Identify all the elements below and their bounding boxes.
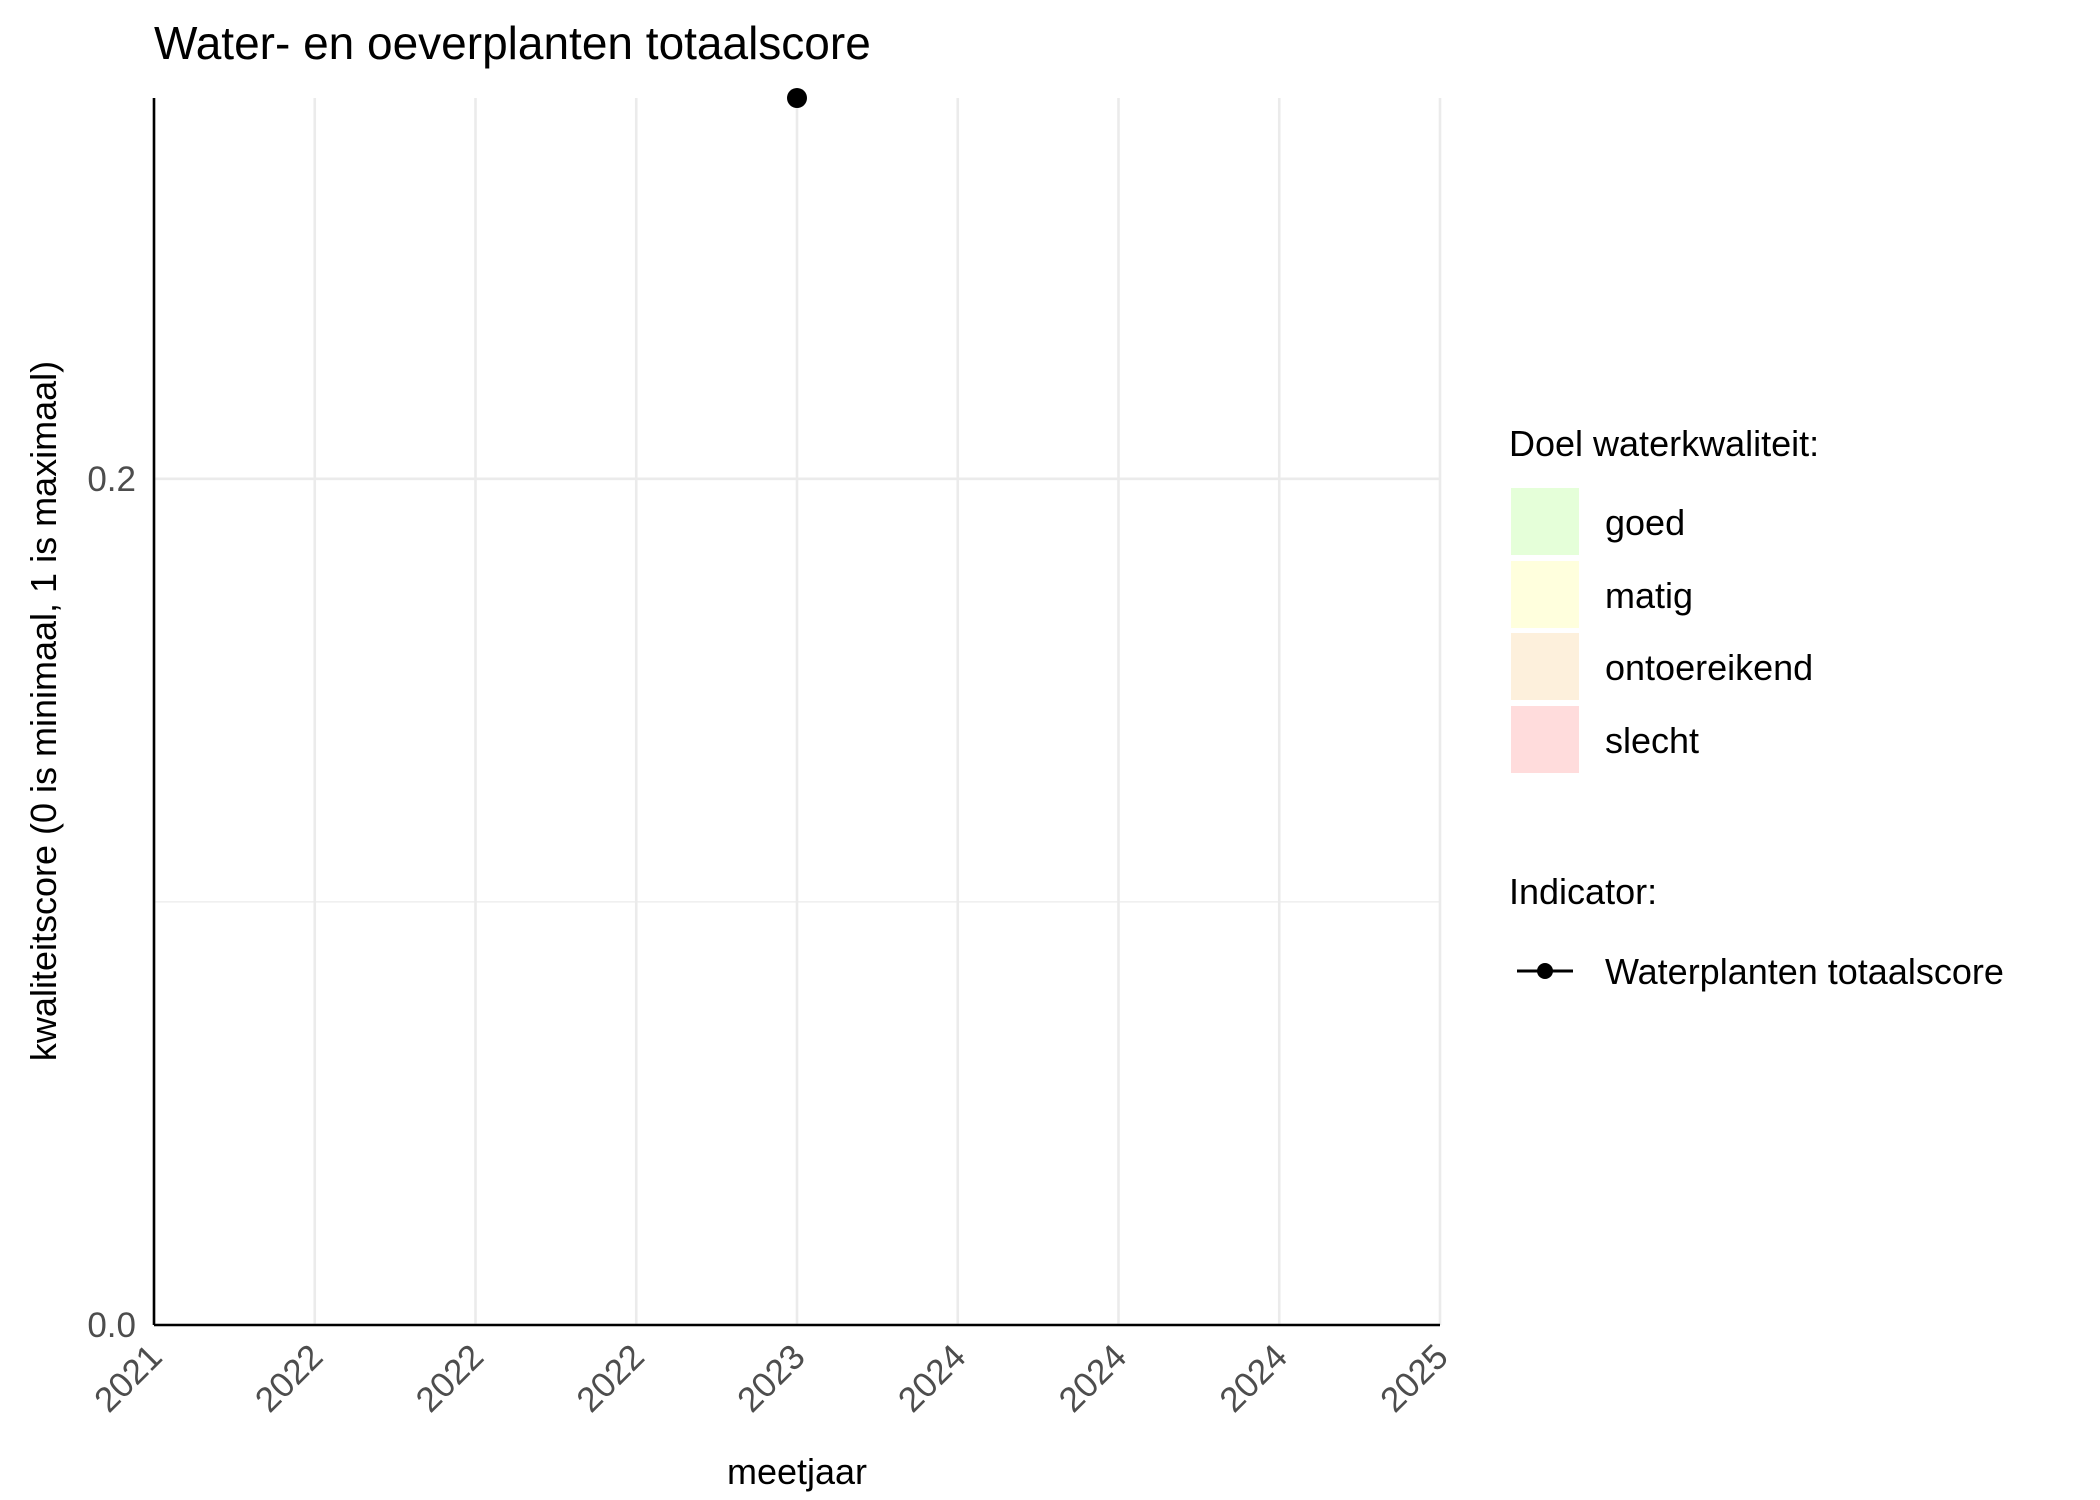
y-tick-label: 0.2 (87, 460, 136, 499)
data-marks (787, 88, 807, 108)
legend-indicator-title: Indicator: (1509, 871, 1657, 912)
y-tick-label: 0.0 (87, 1306, 136, 1345)
x-tick-label: 2022 (569, 1337, 652, 1420)
legend-swatch-goed (1511, 488, 1579, 555)
legend-swatch-matig (1511, 561, 1579, 628)
x-tick-label: 2024 (1212, 1337, 1295, 1420)
legend-swatch-ontoereikend (1511, 633, 1579, 700)
legend: Doel waterkwaliteit: goed matig ontoerei… (1509, 423, 2004, 992)
legend-label-ontoereikend: ontoereikend (1605, 647, 1813, 688)
x-axis-title: meetjaar (727, 1451, 867, 1492)
y-tick-labels: 0.0 0.2 (87, 460, 136, 1345)
chart-title: Water- en oeverplanten totaalscore (154, 17, 871, 69)
x-tick-label: 2022 (409, 1337, 492, 1420)
x-tick-labels: 2021 2022 2022 2022 2023 2024 2024 2024 2025 (87, 1337, 1456, 1420)
x-tick-label: 2023 (730, 1337, 813, 1420)
legend-label-matig: matig (1605, 575, 1693, 616)
x-tick-label: 2025 (1373, 1337, 1456, 1420)
legend-label-slecht: slecht (1605, 720, 1699, 761)
grid (152, 98, 1442, 1327)
legend-label-goed: goed (1605, 502, 1685, 543)
x-tick-label: 2021 (87, 1337, 170, 1420)
legend-swatch-slecht (1511, 706, 1579, 773)
legend-fill-title: Doel waterkwaliteit: (1509, 423, 1819, 464)
legend-label-waterplanten: Waterplanten totaalscore (1605, 951, 2004, 992)
x-tick-label: 2024 (1052, 1337, 1135, 1420)
x-tick-label: 2022 (248, 1337, 331, 1420)
y-axis-title: kwaliteitscore (0 is minimaal, 1 is maxi… (23, 361, 64, 1061)
legend-indicator-point (1537, 963, 1553, 979)
x-tick-label: 2024 (891, 1337, 974, 1420)
data-point (787, 88, 807, 108)
